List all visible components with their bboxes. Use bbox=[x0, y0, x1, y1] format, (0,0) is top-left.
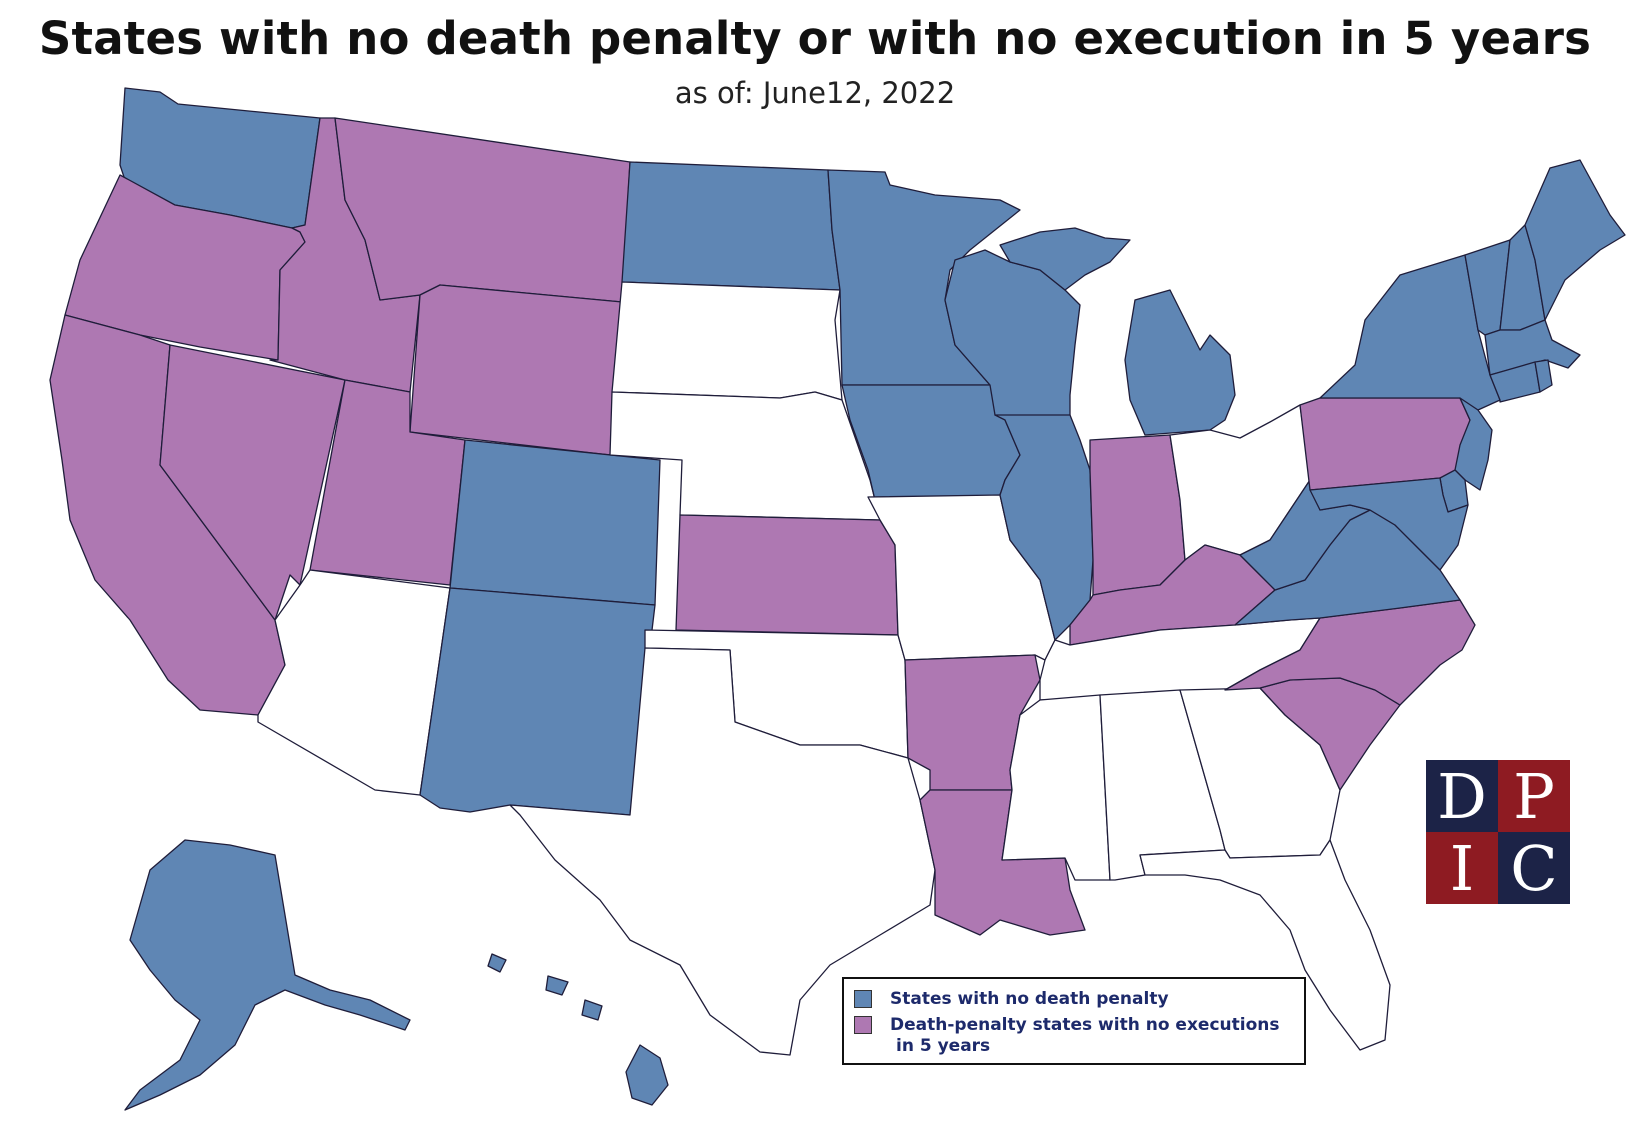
map-subtitle: as of: June12, 2022 bbox=[674, 76, 956, 110]
state-ks bbox=[675, 514, 899, 636]
logo-letter-d: D bbox=[1426, 760, 1498, 833]
state-nm bbox=[419, 587, 656, 816]
map-title: States with no death penalty or with no … bbox=[38, 12, 1592, 65]
logo-letter-p: P bbox=[1498, 760, 1570, 833]
state-wy bbox=[409, 284, 623, 456]
state-fl bbox=[1139, 839, 1391, 1051]
state-in bbox=[1089, 434, 1186, 596]
legend-label: Death-penalty states with no executions bbox=[890, 1015, 1280, 1035]
logo-letter-i: I bbox=[1426, 832, 1498, 905]
legend-item-no-death-penalty: States with no death penalty bbox=[854, 989, 1169, 1010]
legend-item-no-executions: Death-penalty states with no executions … bbox=[854, 1015, 1279, 1057]
state-mi bbox=[999, 227, 1236, 436]
logo-letter-c: C bbox=[1498, 832, 1570, 905]
state-ct bbox=[1489, 361, 1541, 403]
state-sd bbox=[611, 281, 843, 401]
state-mn bbox=[827, 169, 1021, 386]
state-ak bbox=[124, 839, 411, 1111]
state-tx bbox=[509, 647, 936, 1056]
state-nd bbox=[621, 161, 841, 291]
legend-swatch-purple bbox=[854, 1016, 872, 1034]
legend-label: States with no death penalty bbox=[890, 989, 1169, 1009]
state-mt bbox=[334, 117, 631, 303]
state-ri bbox=[1534, 359, 1553, 393]
state-az bbox=[257, 569, 451, 796]
legend-swatch-blue bbox=[854, 990, 872, 1008]
map-legend: States with no death penalty Death-penal… bbox=[842, 977, 1306, 1065]
state-nc bbox=[1224, 599, 1476, 706]
state-co bbox=[449, 439, 661, 606]
state-md bbox=[1309, 477, 1469, 571]
state-me bbox=[1524, 159, 1626, 321]
state-ms bbox=[1001, 694, 1111, 881]
legend-label-line2: in 5 years bbox=[896, 1036, 991, 1056]
state-hi bbox=[487, 953, 669, 1106]
state-nj bbox=[1454, 397, 1493, 491]
dpic-logo: D P I C bbox=[1426, 760, 1570, 905]
